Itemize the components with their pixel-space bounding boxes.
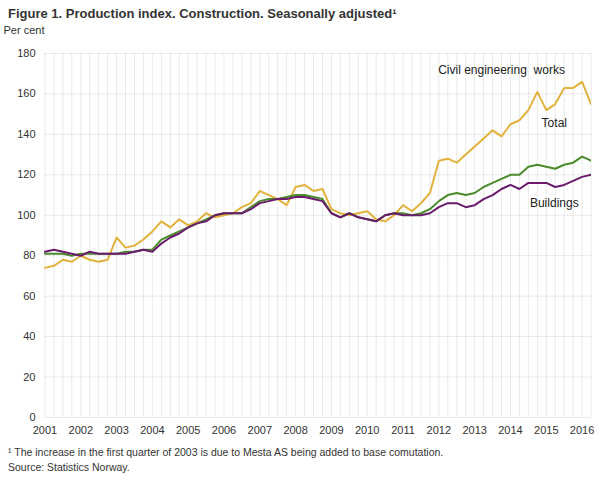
svg-text:2008: 2008 [283,424,307,436]
svg-text:Per cent: Per cent [4,24,45,36]
svg-text:160: 160 [17,87,35,99]
svg-text:2007: 2007 [248,424,272,436]
svg-text:2005: 2005 [176,424,200,436]
svg-text:2014: 2014 [498,424,522,436]
svg-text:Civil engineering works: Civil engineering works [438,63,565,77]
svg-text:2012: 2012 [427,424,451,436]
html-text:Source: Statistics Norway.: Source: Statistics Norway. [8,461,130,473]
svg-text:2009: 2009 [319,424,343,436]
svg-text:120: 120 [17,168,35,180]
svg-text:2016: 2016 [570,424,594,436]
svg-text:140: 140 [17,128,35,140]
svg-text:60: 60 [23,290,35,302]
svg-text:2006: 2006 [212,424,236,436]
svg-text:Buildings: Buildings [530,196,579,210]
svg-text:2004: 2004 [140,424,164,436]
svg-text:2002: 2002 [69,424,93,436]
svg-text:0: 0 [29,411,35,423]
svg-text:2003: 2003 [104,424,128,436]
svg-text:2011: 2011 [391,424,415,436]
html-text:Figure 1. Production index. Co: Figure 1. Production index. Construction… [8,6,397,21]
svg-text:80: 80 [23,249,35,261]
svg-text:2015: 2015 [534,424,558,436]
svg-text:Total: Total [542,116,567,130]
svg-text:20: 20 [23,371,35,383]
svg-text:40: 40 [23,330,35,342]
svg-text:100: 100 [17,209,35,221]
svg-text:180: 180 [17,47,35,59]
svg-text:2010: 2010 [355,424,379,436]
svg-text:2001: 2001 [33,424,57,436]
svg-text:2013: 2013 [462,424,486,436]
html-text:¹ The increase in the first qu: ¹ The increase in the first quarter of 2… [8,446,444,458]
